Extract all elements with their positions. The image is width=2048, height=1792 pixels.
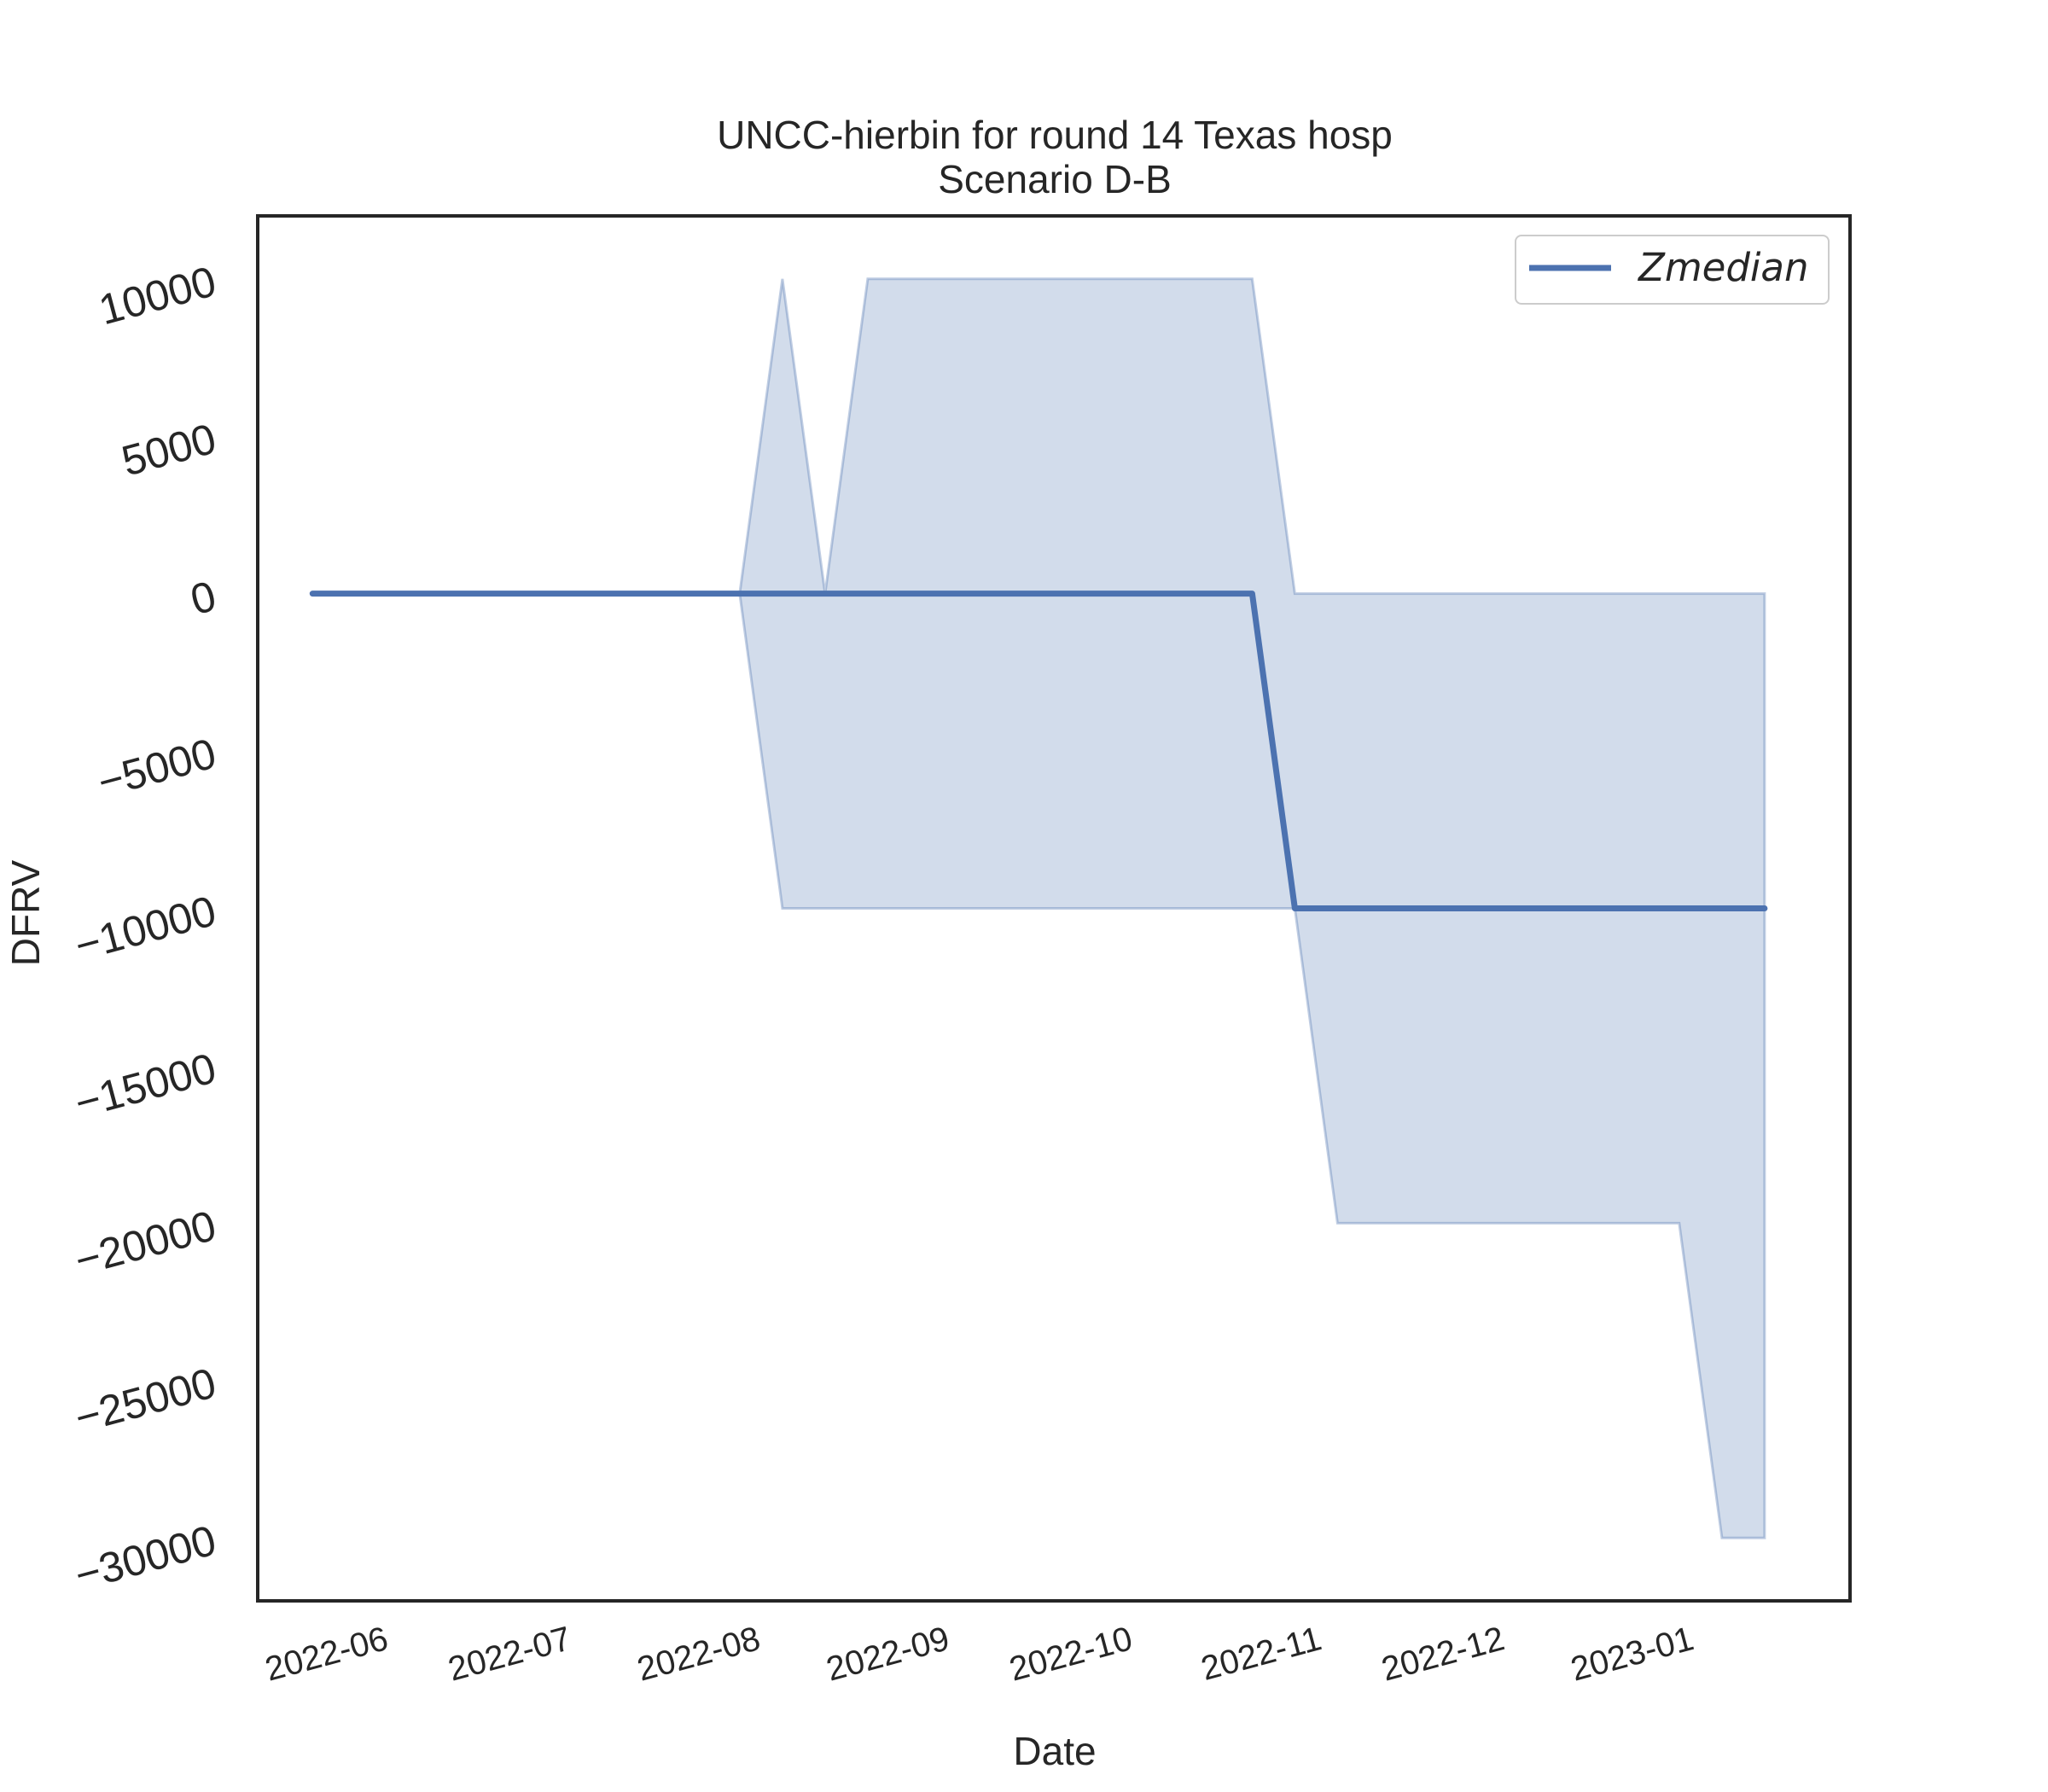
x-tick-label: 2022-12 xyxy=(1377,1620,1508,1688)
series-line-layer xyxy=(309,591,1768,911)
x-tick-label: 2022-06 xyxy=(261,1620,392,1688)
x-tick-label: 2022-11 xyxy=(1197,1620,1325,1688)
chart-title: UNCC-hierbin for round 14 Texas hosp xyxy=(717,113,1393,157)
y-axis-label: DFRV xyxy=(3,859,48,966)
x-tick-labels: 2022-06 2022-07 2022-08 2022-09 2022-10 2022-… xyxy=(261,1620,1697,1688)
x-tick-label: 2022-08 xyxy=(633,1620,764,1688)
y-tick-label: −25000 xyxy=(70,1359,221,1442)
legend-label-zmedian: Zmedian xyxy=(1638,245,1809,290)
y-tick-labels: 10000 5000 0 −5000 −10000 −15000 −20000 −25000 −… xyxy=(70,257,221,1599)
y-tick-label: 0 xyxy=(185,572,220,624)
x-tick-label: 2022-10 xyxy=(1005,1620,1136,1688)
y-tick-label: 5000 xyxy=(117,415,221,486)
x-tick-label: 2023-01 xyxy=(1567,1620,1697,1688)
y-tick-label: −30000 xyxy=(70,1516,221,1600)
x-axis-label: Date xyxy=(1013,1729,1096,1773)
legend: Zmedian xyxy=(1515,235,1830,305)
y-tick-label: −10000 xyxy=(70,887,221,970)
x-tick-label: 2022-09 xyxy=(823,1620,953,1688)
y-tick-label: −15000 xyxy=(70,1044,221,1127)
x-tick-label: 2022-07 xyxy=(445,1620,575,1688)
y-tick-label: −20000 xyxy=(70,1201,221,1285)
chart-subtitle: Scenario D-B xyxy=(938,157,1172,201)
plot-frame xyxy=(256,214,1852,1603)
series-line-zmedian xyxy=(309,591,1768,911)
y-tick-label: 10000 xyxy=(94,257,221,334)
y-tick-label: −5000 xyxy=(93,730,221,806)
legend-box xyxy=(1515,235,1830,305)
